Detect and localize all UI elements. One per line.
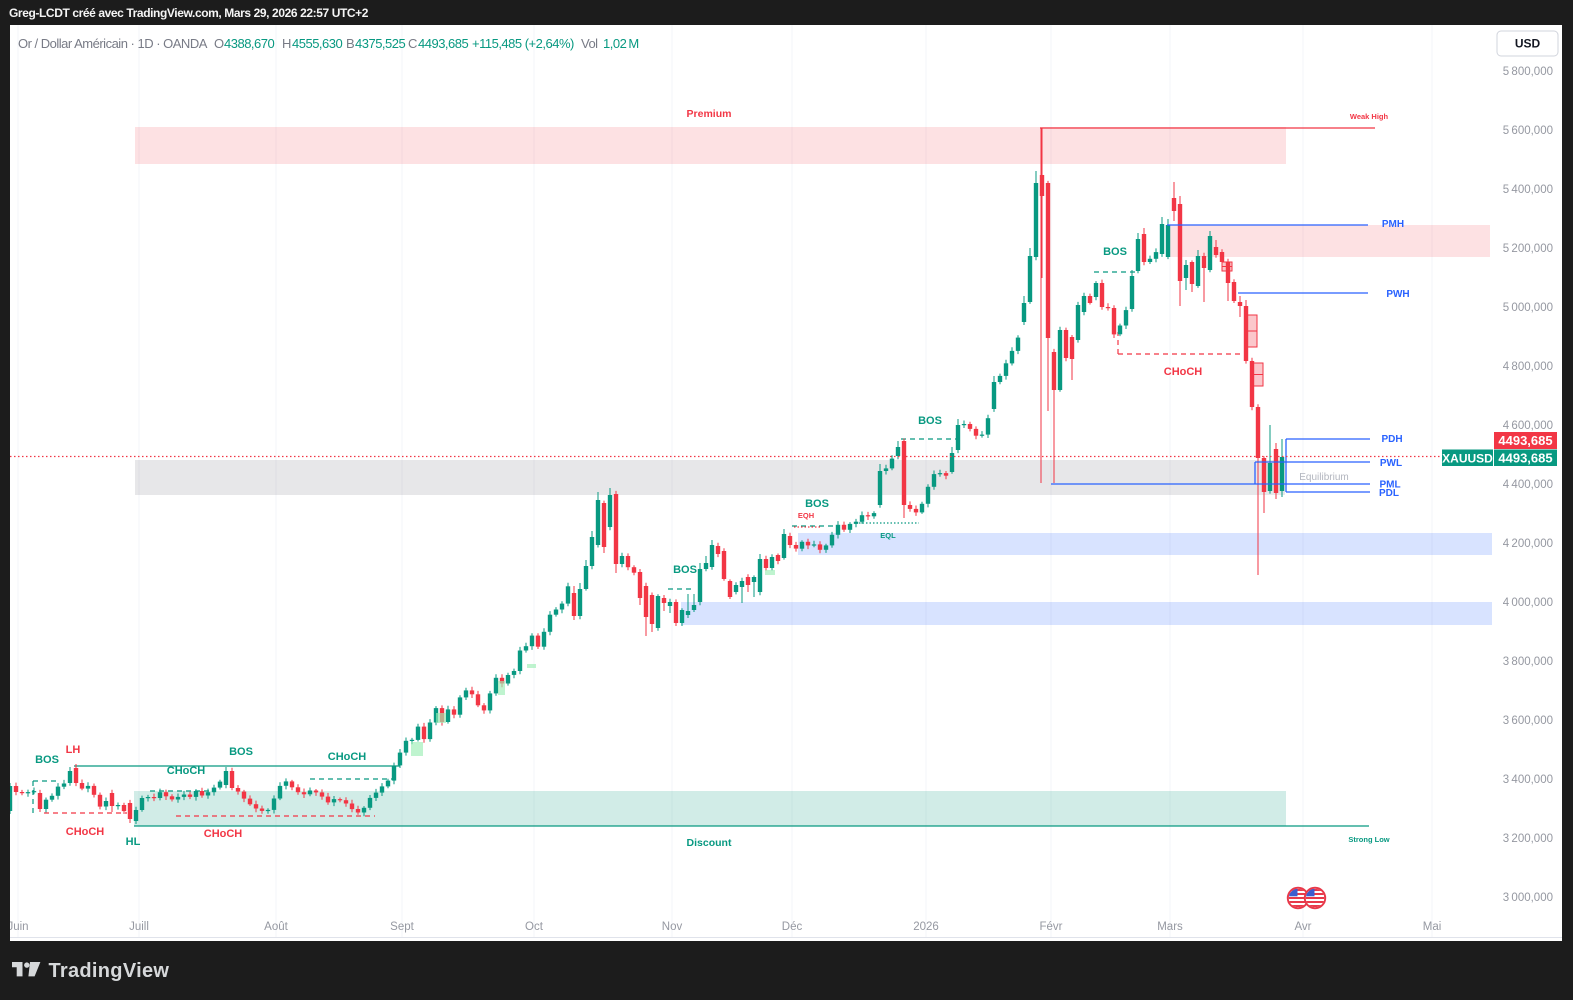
svg-text:4 400,000: 4 400,000 [1503, 479, 1553, 491]
svg-text:4493,685: 4493,685 [1498, 451, 1552, 466]
svg-text:B: B [346, 36, 354, 51]
svg-text:5 800,000: 5 800,000 [1503, 66, 1553, 78]
svg-text:Avr: Avr [1294, 921, 1311, 933]
svg-text:XAUUSD: XAUUSD [1442, 452, 1493, 466]
svg-text:BOS: BOS [918, 415, 942, 427]
svg-text:Juill: Juill [129, 921, 149, 933]
svg-text:Or / Dollar Américain · 1D · O: Or / Dollar Américain · 1D · OANDA [18, 36, 208, 51]
svg-text:Weak High: Weak High [1350, 112, 1389, 121]
svg-text:Nov: Nov [662, 921, 683, 933]
svg-text:4493,685: 4493,685 [1498, 433, 1552, 448]
svg-text:3 800,000: 3 800,000 [1503, 656, 1553, 668]
svg-text:Premium: Premium [687, 108, 732, 120]
svg-text:Juin: Juin [7, 921, 28, 933]
svg-text:PWH: PWH [1386, 289, 1409, 300]
svg-text:CHoCH: CHoCH [204, 828, 243, 840]
svg-text:Strong Low: Strong Low [1348, 835, 1389, 844]
svg-text:Vol: Vol [581, 36, 598, 51]
svg-text:4 800,000: 4 800,000 [1503, 361, 1553, 373]
svg-text:CHoCH: CHoCH [1164, 366, 1203, 378]
svg-text:EQL: EQL [880, 531, 896, 540]
svg-text:CHoCH: CHoCH [66, 826, 105, 838]
svg-text:4493,685: 4493,685 [418, 36, 468, 51]
svg-text:4 200,000: 4 200,000 [1503, 538, 1553, 550]
svg-text:C: C [408, 36, 417, 51]
svg-text:4375,525: 4375,525 [355, 36, 405, 51]
svg-text:3 200,000: 3 200,000 [1503, 833, 1553, 845]
svg-text:Août: Août [264, 921, 288, 933]
svg-text:3 600,000: 3 600,000 [1503, 715, 1553, 727]
svg-text:5 200,000: 5 200,000 [1503, 243, 1553, 255]
svg-text:1,02 M: 1,02 M [603, 36, 639, 51]
svg-text:Oct: Oct [525, 921, 544, 933]
svg-text:Mai: Mai [1423, 921, 1442, 933]
svg-text:4555,630: 4555,630 [292, 36, 342, 51]
svg-text:2026: 2026 [913, 921, 939, 933]
svg-text:O: O [214, 36, 224, 51]
svg-text:BOS: BOS [673, 564, 697, 576]
svg-text:Equilibrium: Equilibrium [1299, 472, 1348, 483]
svg-text:Févr: Févr [1040, 921, 1063, 933]
svg-text:Discount: Discount [687, 837, 732, 849]
svg-text:4388,670: 4388,670 [224, 36, 274, 51]
svg-text:4 600,000: 4 600,000 [1503, 420, 1553, 432]
svg-text:EQH: EQH [798, 511, 814, 520]
svg-text:USD: USD [1515, 37, 1541, 51]
svg-text:BOS: BOS [805, 498, 829, 510]
svg-text:Sept: Sept [390, 921, 414, 933]
svg-text:Mars: Mars [1157, 921, 1183, 933]
svg-text:+115,485 (+2,64%): +115,485 (+2,64%) [472, 36, 574, 51]
svg-text:4 000,000: 4 000,000 [1503, 597, 1553, 609]
svg-text:Déc: Déc [782, 921, 803, 933]
svg-text:BOS: BOS [229, 746, 253, 758]
svg-text:PMH: PMH [1382, 219, 1404, 230]
svg-text:5 400,000: 5 400,000 [1503, 184, 1553, 196]
svg-text:BOS: BOS [1103, 246, 1127, 258]
svg-text:HL: HL [126, 836, 141, 848]
svg-text:LH: LH [66, 744, 81, 756]
svg-text:CHoCH: CHoCH [328, 751, 367, 763]
svg-text:5 600,000: 5 600,000 [1503, 125, 1553, 137]
svg-text:TradingView: TradingView [49, 960, 170, 982]
svg-text:PML: PML [1379, 480, 1400, 491]
svg-text:3 400,000: 3 400,000 [1503, 774, 1553, 786]
svg-text:3 000,000: 3 000,000 [1503, 892, 1553, 904]
svg-text:PWL: PWL [1380, 458, 1402, 469]
svg-text:PDL: PDL [1379, 488, 1399, 499]
svg-text:5 000,000: 5 000,000 [1503, 302, 1553, 314]
svg-text:CHoCH: CHoCH [167, 765, 206, 777]
svg-text:PDH: PDH [1381, 434, 1402, 445]
svg-text:H: H [282, 36, 291, 51]
svg-text:BOS: BOS [35, 754, 59, 766]
